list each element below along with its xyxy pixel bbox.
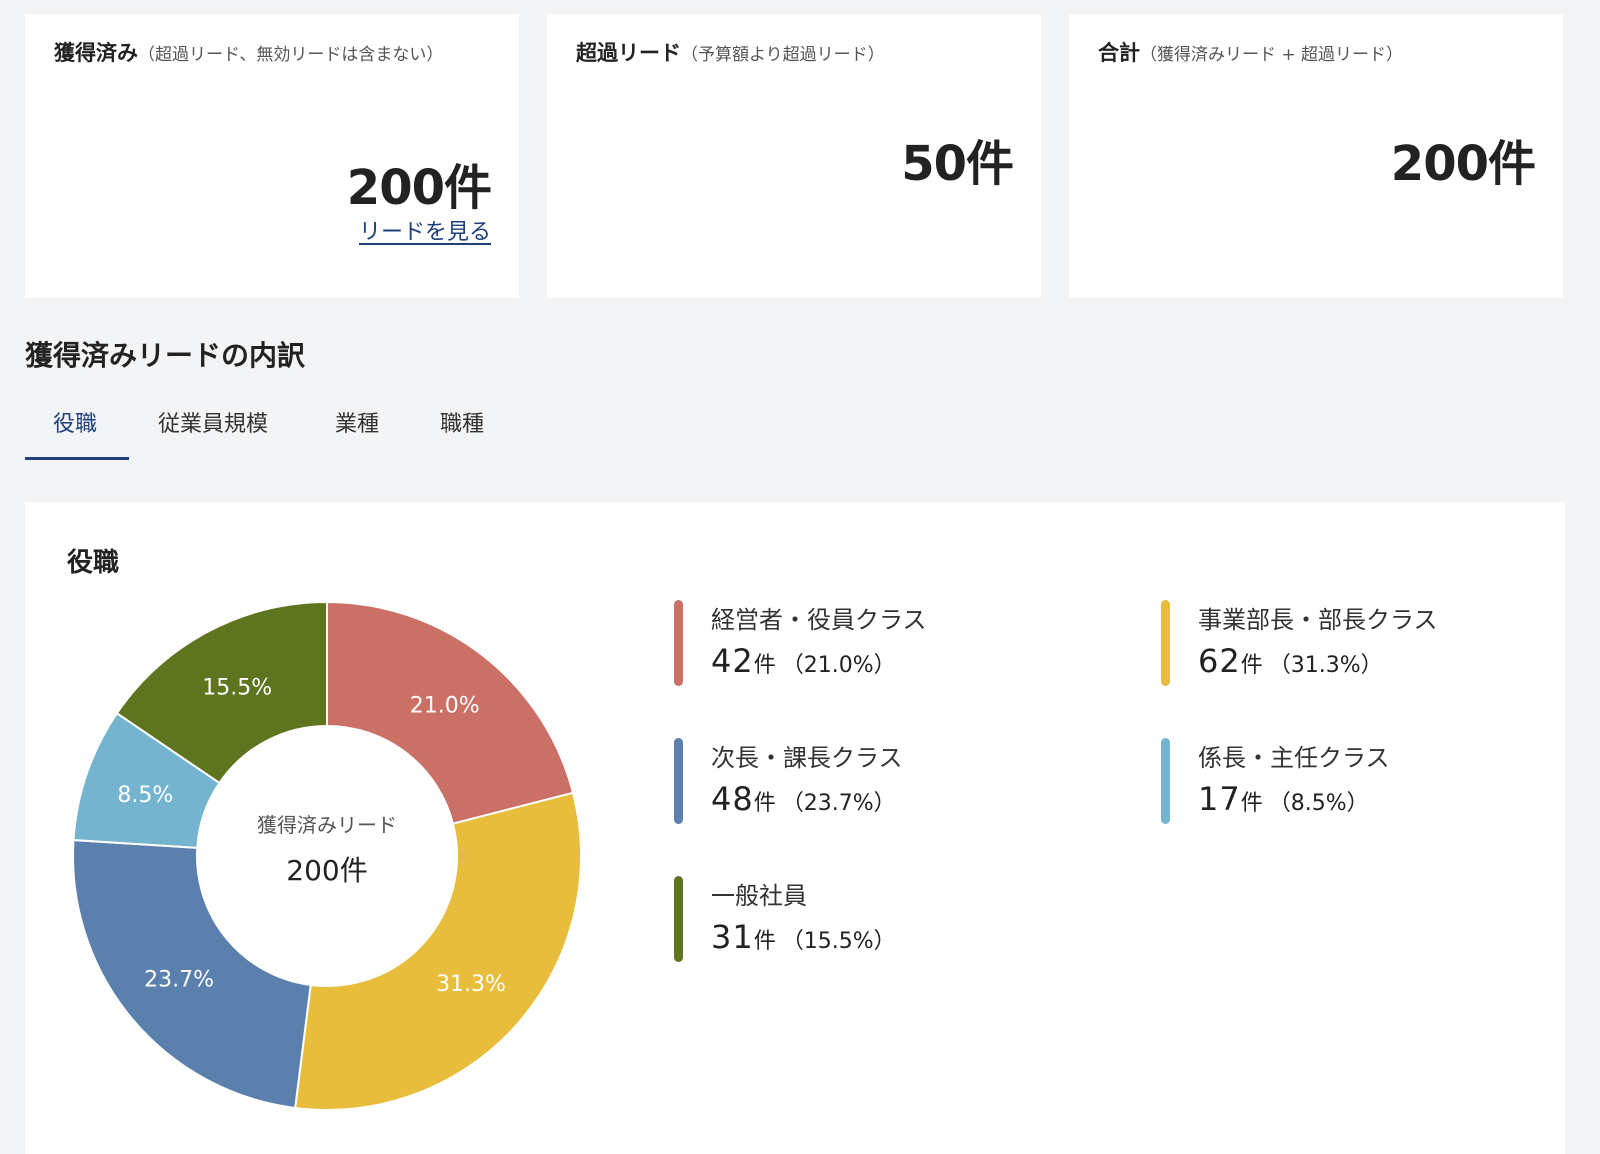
legend-percent: （8.5%） (1268, 791, 1369, 816)
donut-slice[interactable] (115, 600, 328, 785)
excess-card-value: 50件 (901, 136, 1014, 192)
tab-industry[interactable]: 業種 (335, 412, 380, 437)
legend-label: 係長・主任クラス (1198, 744, 1390, 772)
legend-color-bar (1161, 738, 1170, 824)
view-leads-link[interactable]: リードを見る (358, 220, 491, 245)
position-chart-panel: 役職 21.0% 31.3% 23.7% 8.5% 15.5% 獲得済みリード 200件… (25, 502, 1565, 1154)
acquired-card-value: 200件 (346, 160, 492, 216)
legend-count: 48件 （23.7%） (711, 780, 896, 818)
donut-center-value: 200件 (286, 854, 367, 887)
acquired-card: 獲得済み（超過リード、無効リードは含まない） 200件 リードを見る (25, 14, 519, 298)
legend-percent: （15.5%） (781, 929, 896, 954)
legend-color-bar (674, 600, 683, 686)
legend-percent: （21.0%） (781, 653, 896, 678)
total-card-title: 合計 (1098, 41, 1140, 65)
total-card-note: （獲得済みリード + 超過リード） (1140, 45, 1404, 65)
legend-item: 一般社員 31件 （15.5%） (674, 876, 1004, 966)
tab-company-size[interactable]: 従業員規模 (158, 412, 269, 437)
slice-percent-label: 8.5% (117, 783, 173, 808)
legend-count-number: 42 (711, 642, 754, 680)
legend-label: 次長・課長クラス (711, 744, 903, 772)
panel-title: 役職 (67, 548, 120, 578)
legend-count-unit: 件 (1240, 791, 1263, 816)
legend-item: 事業部長・部長クラス 62件 （31.3%） (1161, 600, 1491, 690)
legend-percent: （23.7%） (781, 791, 896, 816)
legend-count: 42件 （21.0%） (711, 642, 896, 680)
slice-percent-label: 31.3% (436, 972, 506, 997)
donut-slice[interactable] (72, 838, 312, 1110)
donut-center-label: 獲得済みリード (257, 813, 397, 837)
legend-count-number: 48 (711, 780, 754, 818)
slice-percent-label: 23.7% (144, 967, 214, 992)
donut-slice[interactable] (326, 600, 575, 825)
total-card: 合計（獲得済みリード + 超過リード） 200件 (1069, 14, 1563, 298)
legend-count-number: 31 (711, 918, 754, 956)
position-donut-chart: 21.0% 31.3% 23.7% 8.5% 15.5% 獲得済みリード 200件 (72, 600, 582, 1111)
legend-percent: （31.3%） (1268, 653, 1383, 678)
legend-color-bar (674, 738, 683, 824)
active-tab-indicator (25, 457, 129, 460)
legend-count-number: 17 (1198, 780, 1241, 818)
legend-item: 経営者・役員クラス 42件 （21.0%） (674, 600, 1004, 690)
excess-card-title: 超過リード (576, 41, 681, 65)
legend-color-bar (674, 876, 683, 962)
acquired-card-header: 獲得済み（超過リード、無効リードは含まない） (54, 40, 491, 69)
excess-card: 超過リード（予算額より超過リード） 50件 (547, 14, 1041, 298)
legend-item: 係長・主任クラス 17件 （8.5%） (1161, 738, 1491, 828)
total-card-value: 200件 (1390, 136, 1536, 192)
donut-slice[interactable] (294, 791, 582, 1111)
slice-percent-label: 15.5% (202, 675, 272, 700)
excess-card-header: 超過リード（予算額より超過リード） (576, 40, 1013, 69)
tab-position[interactable]: 役職 (53, 412, 98, 437)
breakdown-title: 獲得済みリードの内訳 (25, 339, 306, 372)
legend-count-unit: 件 (753, 791, 776, 816)
legend-count: 62件 （31.3%） (1198, 642, 1383, 680)
legend-label: 事業部長・部長クラス (1198, 606, 1438, 634)
legend-color-bar (1161, 600, 1170, 686)
acquired-card-note: （超過リード、無効リードは含まない） (138, 45, 444, 65)
legend-count-unit: 件 (753, 929, 776, 954)
legend-label: 経営者・役員クラス (711, 606, 927, 634)
legend-count: 17件 （8.5%） (1198, 780, 1369, 818)
legend-count-unit: 件 (753, 653, 776, 678)
total-card-header: 合計（獲得済みリード + 超過リード） (1098, 40, 1535, 69)
slice-percent-label: 21.0% (410, 693, 480, 718)
legend-label: 一般社員 (711, 882, 807, 910)
legend-count-number: 62 (1198, 642, 1241, 680)
legend-count-unit: 件 (1240, 653, 1263, 678)
excess-card-note: （予算額より超過リード） (681, 45, 885, 65)
legend-item: 次長・課長クラス 48件 （23.7%） (674, 738, 1004, 828)
tab-job-type[interactable]: 職種 (440, 412, 485, 437)
legend-count: 31件 （15.5%） (711, 918, 896, 956)
acquired-card-title: 獲得済み (54, 41, 138, 65)
